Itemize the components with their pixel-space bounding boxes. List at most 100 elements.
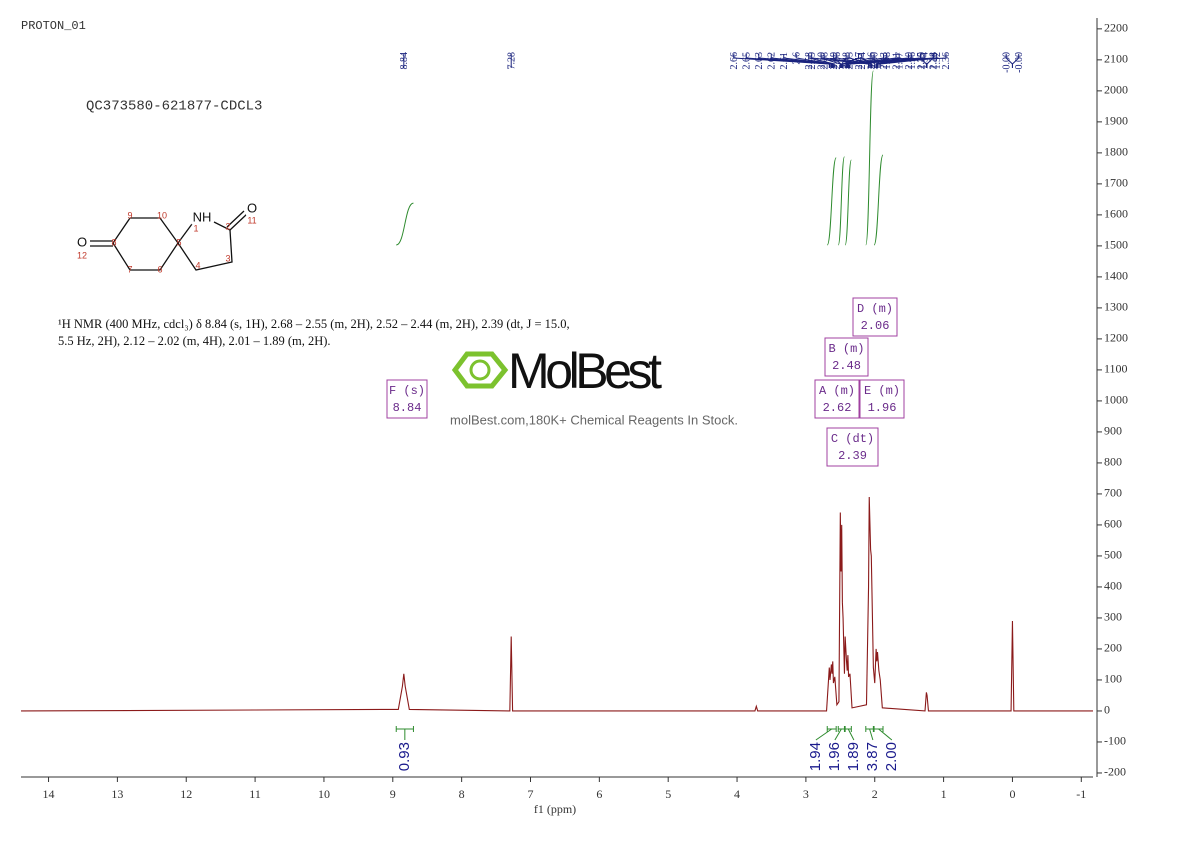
x-tick-label: 13 [111, 787, 123, 801]
integral-curve [844, 159, 852, 246]
y-tick-label: 1000 [1104, 393, 1128, 407]
integral-label: 2.00 [883, 742, 900, 771]
y-tick-label: 1300 [1104, 300, 1128, 314]
x-tick-label: 5 [665, 787, 671, 801]
peak-marker [876, 54, 900, 68]
y-tick-label: 1600 [1104, 207, 1128, 221]
integral-label: 3.87 [864, 742, 881, 771]
atom-label: O [247, 200, 257, 215]
peak-label: 1.94 [919, 52, 930, 70]
integral-label: 1.96 [826, 742, 843, 771]
multiplet-shift: 2.39 [838, 449, 867, 463]
y-tick-label: 1400 [1104, 269, 1128, 283]
peak-marker [919, 54, 927, 68]
bond [229, 213, 248, 231]
multiplet-box [386, 379, 428, 419]
multiplet-shift: 8.84 [393, 401, 422, 415]
peak-marker [878, 54, 925, 68]
y-tick-label: 0 [1104, 703, 1110, 717]
atom-label: 6 [157, 264, 162, 274]
logo [469, 359, 491, 381]
multiplet-box [824, 337, 869, 377]
y-tick-label: 2000 [1104, 83, 1128, 97]
integral-bracket [395, 726, 414, 740]
peak-label: 1.24 [928, 52, 939, 70]
multiplet-name: A (m) [819, 384, 855, 398]
x-tick-label: 0 [1009, 787, 1015, 801]
peak-label: 2.06 [832, 52, 843, 70]
peak-marker [745, 54, 831, 68]
multiplet-shift: 2.48 [832, 359, 861, 373]
y-tick-label: 2200 [1104, 21, 1128, 35]
peak-label: 2.62 [767, 52, 778, 70]
multiplet-name: C (dt) [831, 432, 874, 446]
x-tick-label: 6 [596, 787, 602, 801]
x-tick-label: 10 [318, 787, 330, 801]
peak-label: 1.25 [916, 52, 927, 70]
x-tick-label: 11 [249, 787, 261, 801]
tagline: molBest.com,180K+ Chemical Reagents In S… [450, 412, 738, 427]
peak-label: 2.50 [816, 52, 827, 70]
peak-marker [844, 54, 884, 68]
y-tick-label: 1800 [1104, 145, 1128, 159]
y-tick-label: 600 [1104, 517, 1122, 531]
x-tick-label: 14 [43, 787, 55, 801]
multiplet-box [859, 379, 905, 419]
peak-label: 8.84 [399, 52, 410, 70]
y-tick-label: 1200 [1104, 331, 1128, 345]
chart-title: PROTON_01 [21, 19, 86, 33]
x-tick-label: -1 [1076, 787, 1086, 801]
ring [177, 221, 233, 271]
integral-curve [395, 202, 414, 246]
integral-curve [873, 154, 884, 246]
peak-marker [861, 54, 873, 68]
y-tick-label: 1100 [1104, 362, 1128, 376]
multiplet-shift: 2.62 [823, 401, 852, 415]
sample-id: QC373580-621877-CDCL3 [86, 99, 262, 115]
peak-label: 2.63 [754, 52, 765, 70]
peak-marker [846, 54, 909, 68]
label-bg [245, 200, 259, 216]
peak-label: -0.00 [1014, 52, 1025, 73]
structure [90, 210, 248, 271]
integral-curve [826, 157, 837, 246]
peak-label: 2.61 [779, 52, 790, 70]
x-tick-label: 3 [803, 787, 809, 801]
peak-label: 1.92 [932, 52, 943, 70]
peak-label: 2.09 [807, 52, 818, 70]
multiplet-name: B (m) [828, 342, 864, 356]
peak-label: 2.36 [941, 52, 952, 70]
x-tick-label: 1 [941, 787, 947, 801]
peak-label: 2.66 [729, 52, 740, 70]
y-tick-label: -100 [1104, 734, 1126, 748]
peak-marker [811, 54, 870, 68]
peak-label: 2.04 [857, 52, 868, 70]
integral-curve [865, 70, 874, 246]
y-tick-label: 1900 [1104, 114, 1128, 128]
label-bg [191, 209, 213, 225]
atom-label: O [77, 234, 87, 249]
integral-label: 0.93 [396, 742, 413, 771]
peak-label: 2.38 [929, 52, 940, 70]
multiplet-name: F (s) [389, 384, 425, 398]
peak-marker [823, 54, 870, 68]
peak-marker [879, 54, 938, 68]
atom-label: 12 [77, 250, 87, 260]
x-tick-label: 7 [527, 787, 533, 801]
brand: MolBest [508, 343, 662, 399]
multiplet-box [826, 427, 879, 467]
peak-label: 2.00 [869, 52, 880, 70]
peak-marker [876, 54, 913, 68]
bond [177, 223, 193, 244]
y-tick-label: 100 [1104, 672, 1122, 686]
x-tick-label: 9 [390, 787, 396, 801]
atom-label: 1 [193, 223, 198, 233]
x-tick-label: 12 [180, 787, 192, 801]
integral-curve [837, 156, 845, 246]
peak-marker [873, 54, 876, 68]
y-tick-label: 500 [1104, 548, 1122, 562]
integral-bracket [834, 726, 845, 741]
label-bg [75, 234, 89, 250]
peak-marker [848, 54, 872, 68]
